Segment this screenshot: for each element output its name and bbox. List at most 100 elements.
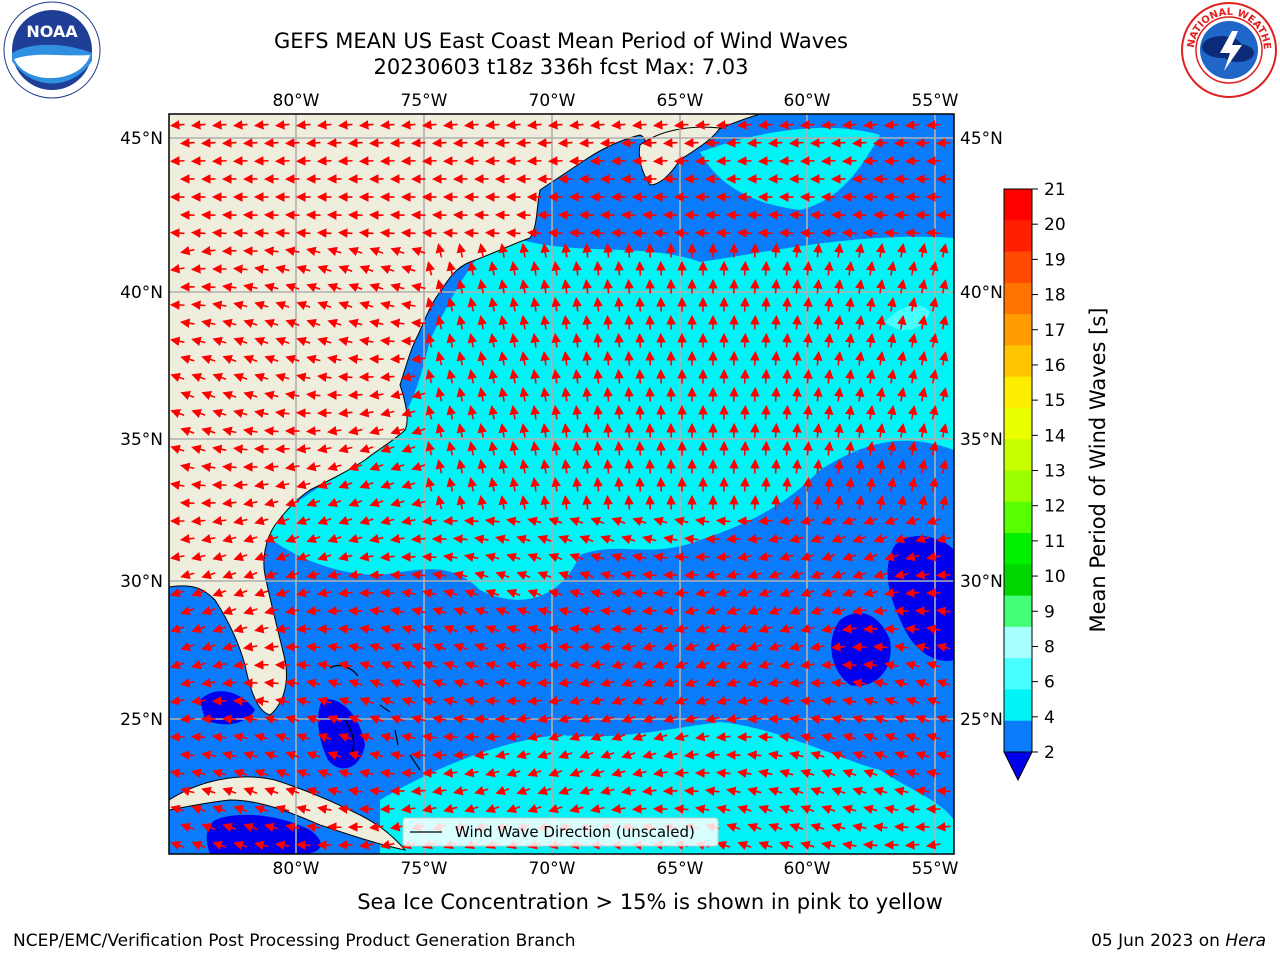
wind-arrow (897, 351, 907, 366)
wind-arrow (631, 624, 647, 634)
wind-arrow (390, 642, 405, 653)
wind-arrow (285, 390, 300, 400)
wind-arrow (316, 120, 332, 130)
wind-arrow (862, 228, 878, 238)
wind-arrow (421, 552, 437, 562)
wind-arrow (515, 678, 531, 688)
wind-arrow (747, 569, 762, 580)
wind-arrow (897, 423, 907, 438)
wind-arrow (642, 713, 657, 724)
wind-arrow (348, 750, 363, 761)
wind-arrow (782, 296, 792, 312)
wind-arrow (446, 369, 457, 384)
wind-arrow (845, 260, 855, 276)
wind-arrow (820, 696, 836, 706)
wind-arrow (379, 228, 395, 238)
wind-arrow (488, 441, 498, 456)
wind-arrow (359, 300, 374, 311)
wind-arrow (547, 156, 563, 166)
wind-arrow (905, 660, 920, 671)
wind-arrow (683, 534, 699, 544)
wind-arrow (918, 351, 928, 366)
wind-arrow (169, 156, 185, 166)
wind-arrow (726, 569, 741, 580)
wind-arrow (179, 498, 195, 508)
wind-arrow (789, 641, 804, 652)
wind-arrow (551, 260, 561, 276)
wind-arrow (233, 623, 248, 634)
wind-arrow (845, 296, 855, 312)
wind-arrow (603, 494, 613, 510)
colorbar-tick-label: 15 (1044, 391, 1066, 411)
wind-arrow (761, 476, 771, 492)
wind-arrow (305, 606, 321, 616)
wind-arrow (593, 368, 603, 384)
wind-arrow (578, 606, 594, 616)
wind-arrow (632, 695, 647, 706)
wind-arrow (264, 354, 279, 365)
wind-arrow (180, 677, 195, 688)
wind-arrow (715, 768, 731, 778)
wind-arrow (222, 426, 237, 437)
wind-arrow (368, 390, 384, 400)
wind-arrow (641, 570, 657, 580)
wind-arrow (915, 678, 930, 689)
wind-arrow (740, 404, 750, 420)
wind-arrow (938, 279, 949, 294)
wind-arrow (757, 228, 773, 238)
wind-arrow (243, 282, 258, 293)
colorbar-tick-label: 16 (1044, 356, 1066, 376)
wind-arrow (254, 587, 269, 598)
wind-arrow (263, 462, 279, 472)
wind-arrow (296, 551, 311, 562)
wind-arrow (452, 138, 468, 148)
wind-arrow (275, 479, 290, 490)
wind-arrow (317, 336, 332, 347)
wind-arrow (928, 261, 939, 276)
wind-arrow (866, 368, 876, 384)
wind-arrow (390, 425, 405, 436)
nws-logo-icon: NATIONAL WEATHER SERVICE (1176, 0, 1277, 98)
wind-arrow (348, 533, 363, 544)
wind-arrow (338, 551, 353, 562)
wind-arrow (750, 494, 760, 510)
wind-arrow (474, 678, 489, 689)
wind-arrow (621, 642, 636, 652)
wind-arrow (484, 120, 500, 130)
wind-arrow (179, 318, 195, 328)
wind-arrow (572, 260, 582, 276)
wind-arrow (540, 422, 550, 438)
wind-arrow (233, 587, 248, 598)
wind-arrow (926, 660, 941, 671)
wind-arrow (232, 264, 248, 274)
wind-arrow (610, 588, 626, 598)
wind-arrow (830, 138, 846, 148)
wind-arrow (862, 156, 878, 166)
wind-arrow (432, 643, 447, 653)
wind-arrow (569, 516, 584, 527)
wind-arrow (505, 228, 521, 238)
wind-arrow (519, 494, 529, 510)
wind-arrow (851, 138, 867, 148)
wind-arrow (435, 459, 446, 474)
wind-arrow (425, 297, 436, 312)
wind-arrow (863, 551, 878, 562)
noaa-logo: NOAA (2, 1, 102, 99)
wind-arrow (488, 261, 498, 276)
wind-arrow (233, 372, 248, 383)
wind-arrow (274, 624, 290, 634)
wind-arrow (411, 461, 426, 472)
wind-arrow (750, 350, 760, 366)
wind-arrow (506, 589, 521, 599)
colorbar-tick-label: 21 (1044, 180, 1066, 200)
wind-arrow (432, 678, 447, 689)
wind-arrow (578, 138, 594, 148)
wind-arrow (876, 495, 886, 510)
wind-arrow (663, 534, 678, 544)
wind-arrow (635, 296, 645, 312)
wind-arrow (624, 314, 634, 330)
wind-arrow (211, 516, 227, 526)
wind-arrow (704, 570, 720, 580)
wind-arrow (169, 228, 185, 238)
wind-arrow (506, 732, 521, 742)
